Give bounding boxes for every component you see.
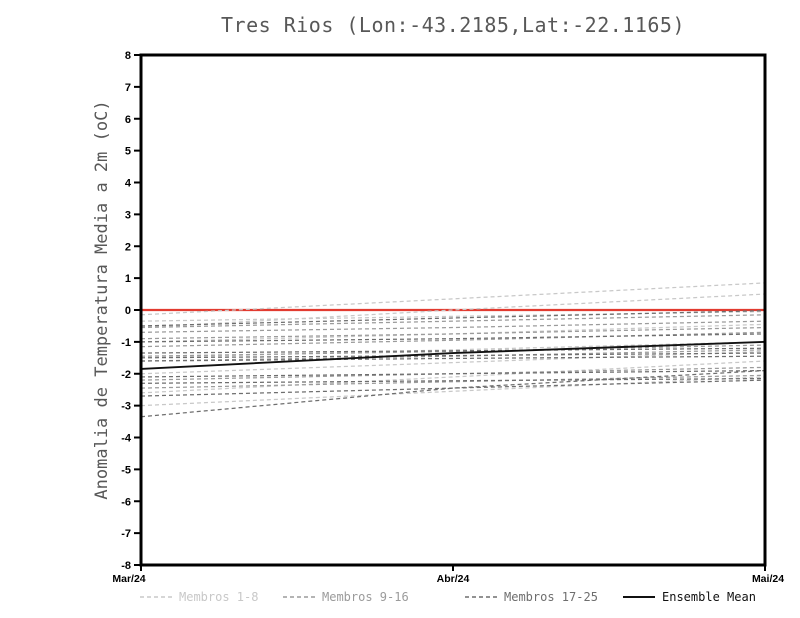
ensemble-member-line [140, 360, 766, 394]
ensemble-member-line [140, 350, 766, 375]
y-tick-label: -1 [121, 337, 131, 349]
legend: Membros 1-8 Membros 9-16 Membros 17-25 Ense… [0, 589, 800, 607]
ensemble-member-line [140, 282, 766, 316]
ensemble-member-line [140, 377, 766, 384]
ensemble-member-line [140, 333, 766, 343]
y-tick-label: -8 [121, 560, 131, 572]
ensemble-member-line [140, 347, 766, 354]
ensemble-member-line [140, 379, 766, 397]
legend-line-sample [140, 596, 172, 598]
y-tick-label: 6 [125, 114, 131, 126]
ensemble-member-line [140, 341, 766, 359]
y-tick-label: 8 [125, 50, 131, 62]
y-tick-label: 2 [125, 241, 131, 253]
ensemble-member-line [140, 374, 766, 389]
legend-item-membros-3: Membros 17-25 [465, 589, 598, 605]
legend-line-sample [623, 596, 655, 598]
ensemble-member-line [140, 326, 766, 340]
y-tick-label: 5 [125, 146, 131, 158]
legend-line-sample [465, 596, 497, 598]
ensemble-member-line [140, 349, 766, 362]
chart-title: Tres Rios (Lon:-43.2185,Lat:-22.1165) [220, 13, 686, 37]
ensemble-member-line [140, 376, 766, 407]
legend-item-ensemble-mean: Ensemble Mean [623, 589, 756, 605]
x-tick-label: Abr/24 [437, 573, 470, 585]
y-tick-label: -6 [121, 496, 131, 508]
y-tick-label: 7 [125, 82, 131, 94]
legend-label: Membros 1-8 [179, 590, 259, 604]
ensemble-member-line [140, 320, 766, 333]
ensemble-member-line [140, 310, 766, 327]
ensemble-member-line [140, 344, 766, 357]
y-tick-label: -2 [121, 369, 131, 381]
ensemble-member-line [140, 293, 766, 329]
y-tick-label: -5 [121, 464, 131, 476]
y-tick-label: 3 [125, 209, 131, 221]
ensemble-member-line [140, 369, 766, 378]
legend-item-membros-1: Membros 1-8 [140, 589, 258, 605]
ensemble-member-line [140, 314, 766, 329]
x-tick-label: Mar/24 [112, 573, 145, 585]
ensemble-member-line [140, 366, 766, 381]
legend-label: Membros 9-16 [322, 590, 409, 604]
ensemble-member-line [140, 355, 766, 362]
x-tick-label: Mai/24 [752, 573, 784, 585]
y-tick-label: 4 [125, 178, 132, 190]
y-tick-label: -7 [121, 528, 131, 540]
ensemble-member-line [140, 310, 766, 322]
ensemble-mean-line [140, 340, 766, 370]
y-tick-label: 1 [125, 273, 131, 285]
ensemble-member-line [140, 369, 766, 418]
legend-item-membros-2: Membros 9-16 [283, 589, 409, 605]
y-tick-label: -3 [121, 401, 131, 413]
ensemble-member-line [140, 352, 766, 359]
y-tick-label: 0 [125, 305, 131, 317]
y-tick-label: -4 [121, 433, 132, 445]
legend-label: Membros 17-25 [504, 590, 598, 604]
legend-line-sample [283, 596, 315, 598]
ensemble-member-line [140, 323, 766, 343]
legend-label: Ensemble Mean [662, 590, 756, 604]
